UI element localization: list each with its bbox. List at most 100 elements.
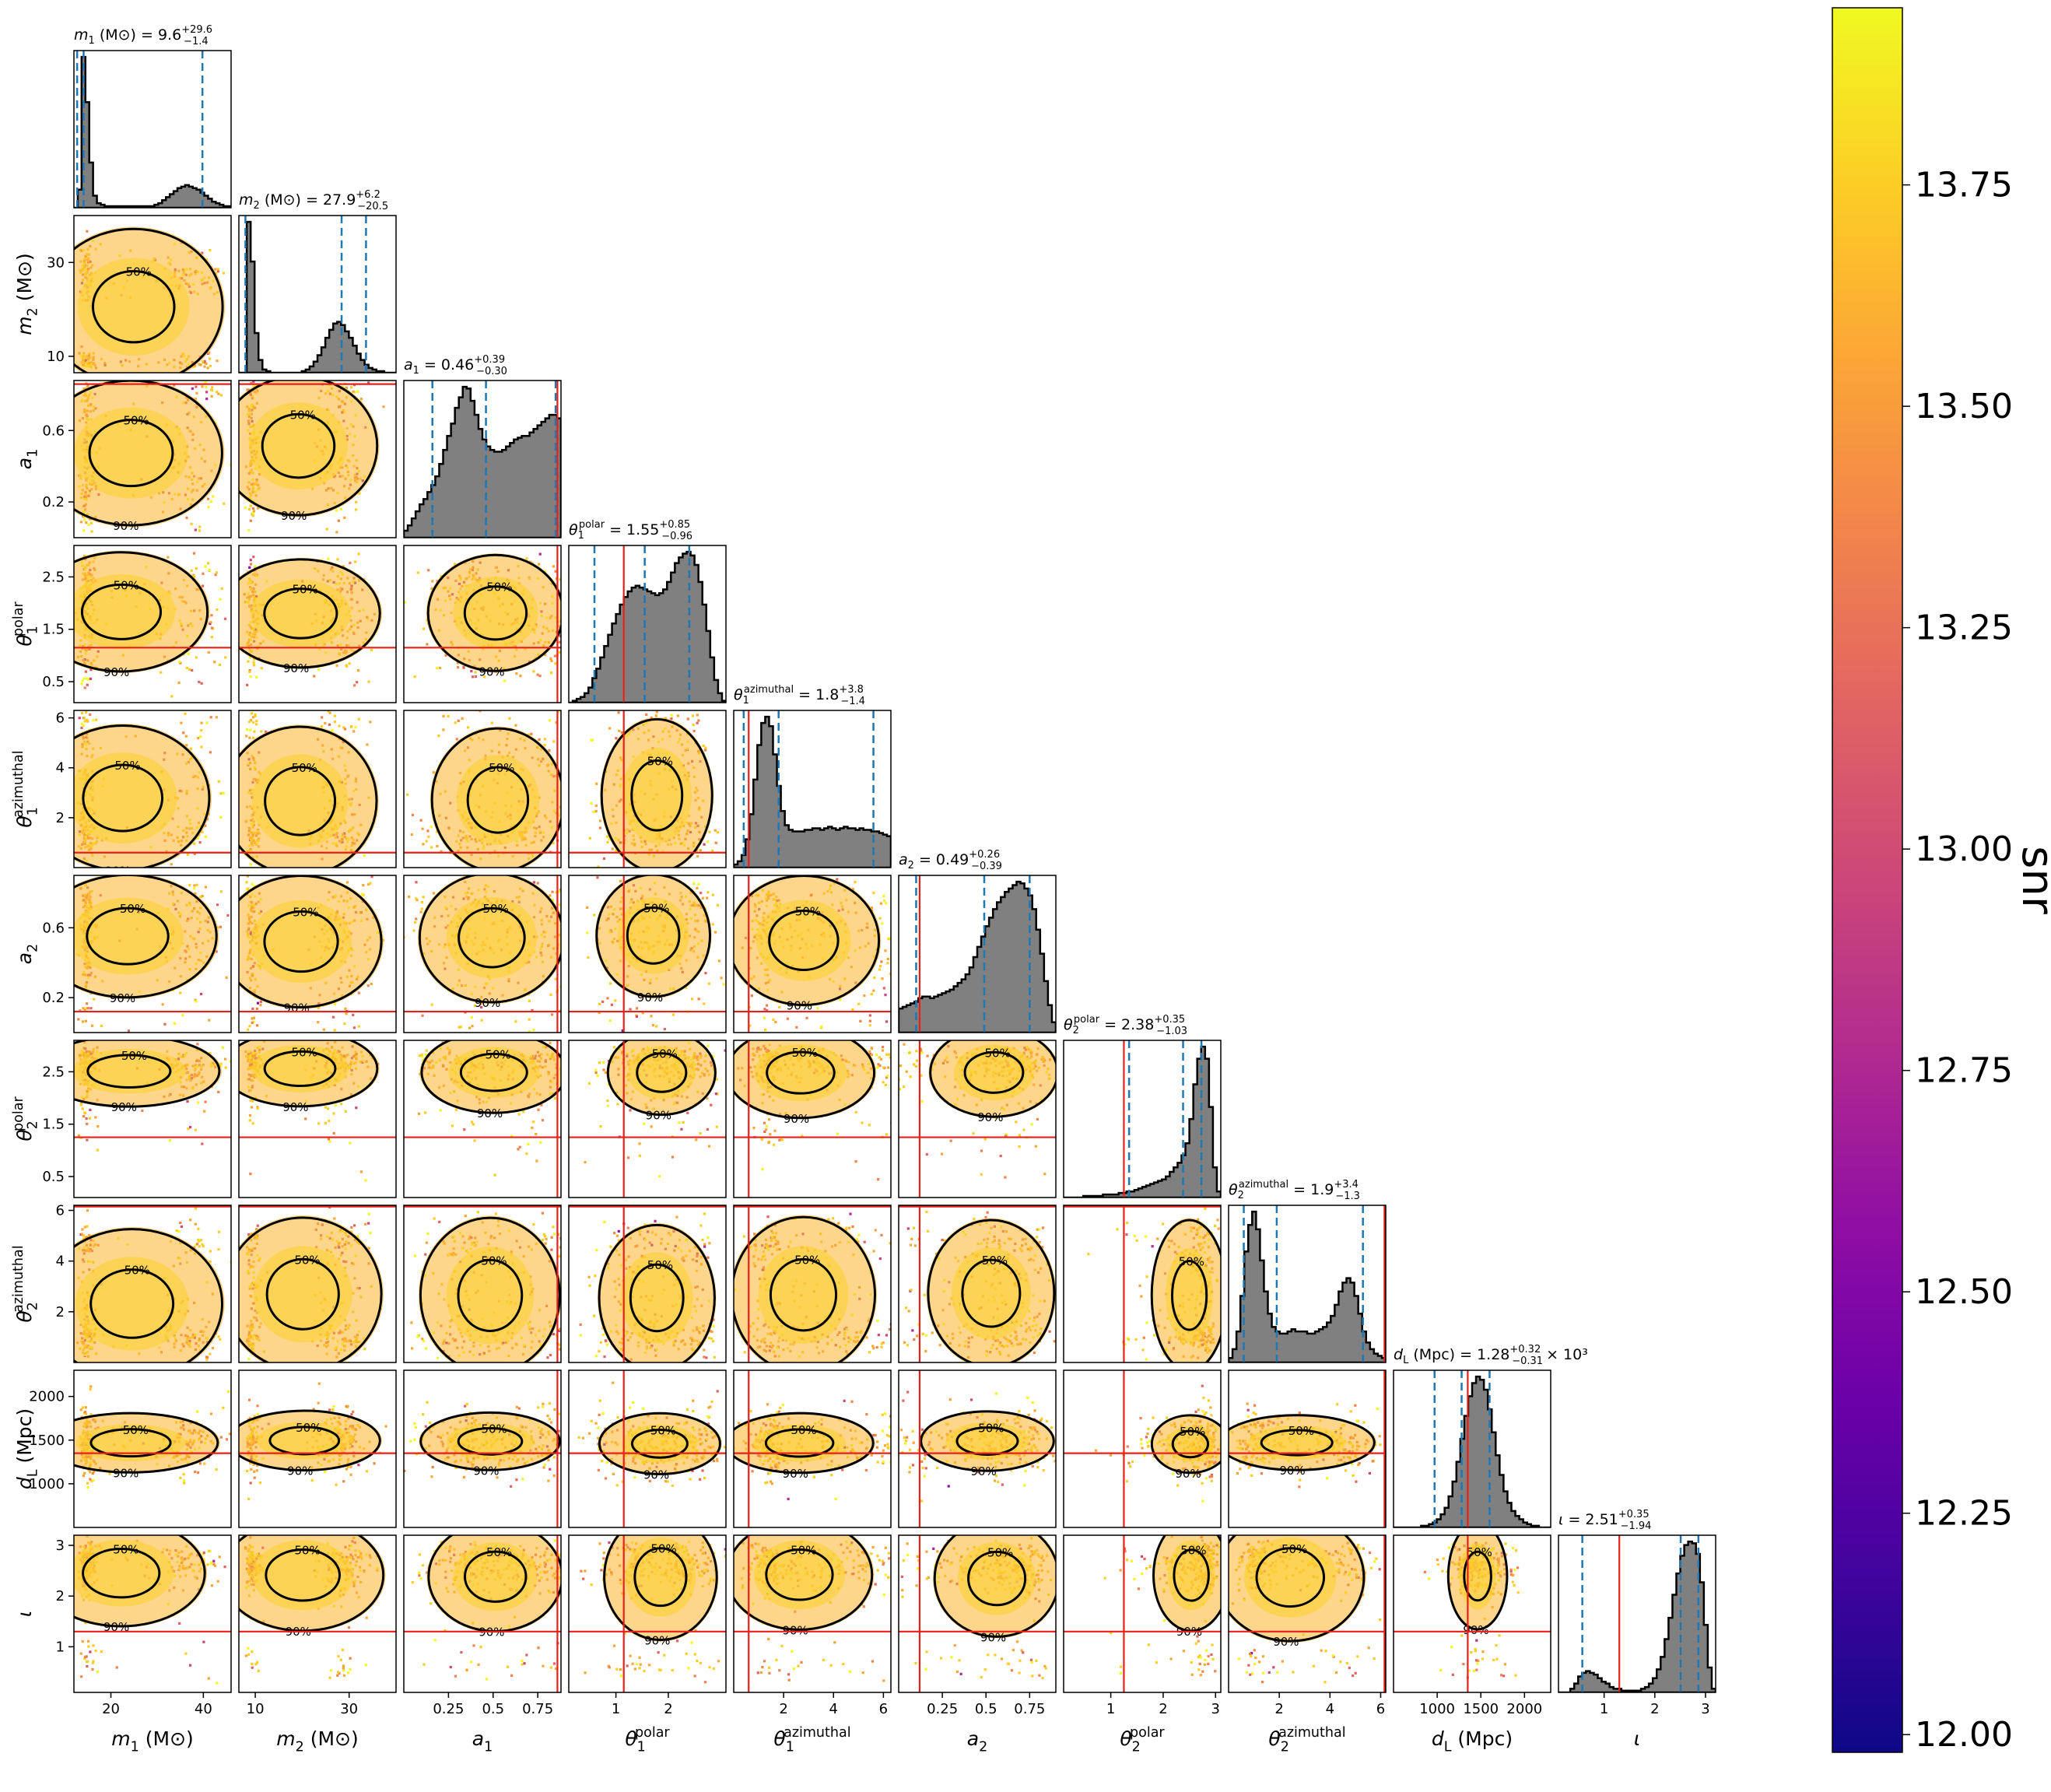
sample-point [878,917,882,920]
sample-point [357,991,360,994]
sample-point [184,735,188,738]
contour-label-50: 50% [123,414,149,428]
sample-point [93,998,96,1001]
scatter-panel-m2-vs-theta2_polar: 50%90% [238,1040,397,1198]
sample-point [458,1026,461,1029]
sample-point [357,717,360,721]
sample-point [651,1023,655,1027]
y-tick-label: 0.2 [42,494,65,510]
sample-point [317,1021,320,1024]
sample-point [191,387,194,390]
sample-point [851,888,855,891]
contour-label-90: 90% [481,865,507,879]
sample-point [209,1051,212,1055]
sample-point [247,528,251,532]
sample-point [194,892,197,895]
sample-point [430,1003,433,1006]
sample-point [562,627,564,629]
sample-point [204,885,208,889]
sample-point [224,656,227,659]
sample-point [594,809,598,813]
sample-point [555,721,558,724]
sample-point [204,565,207,568]
sample-point [196,836,199,840]
sample-point [173,1022,177,1025]
sample-point [548,749,551,752]
sample-point [708,830,711,833]
sample-point [881,977,884,980]
sample-point [538,738,541,742]
sample-point [696,714,699,717]
hist-title-m1: m1 (M⊙) = 9.6+29.6 −1.4 [74,24,212,47]
sample-point [429,826,433,829]
sample-point [247,507,251,511]
sample-point [442,714,445,717]
sample-point [327,1107,330,1110]
y-axis-label-theta2_polar: θ2polar [11,1096,41,1141]
sample-point [538,563,541,566]
sample-point [598,826,602,829]
sample-point [531,1008,534,1012]
sample-point [205,721,209,724]
sample-point [199,992,203,996]
sample-point [696,854,699,858]
sample-point [535,1159,538,1163]
scatter-panel-theta1_azimuthal-vs-a2: 50%90% [733,875,892,1033]
sample-point [219,1062,223,1065]
sample-point [419,819,422,822]
contour-90 [595,875,712,998]
sample-point [525,1152,528,1156]
histogram-bars [239,220,396,373]
sample-point [195,567,198,570]
sample-point [420,900,424,904]
panel-frame [568,545,727,703]
sample-point [217,392,220,395]
contour-label-50: 50% [293,905,318,919]
sample-point [554,570,557,573]
sample-point [253,730,256,733]
sample-point [370,875,373,878]
sample-point [438,666,441,670]
sample-point [352,730,356,733]
sample-point [80,711,83,715]
sample-point [208,1019,211,1022]
sample-point [786,1017,790,1020]
contour-label-90: 90% [283,1001,309,1015]
sample-point [255,720,258,723]
sample-point [535,1132,538,1136]
sample-point [413,675,416,679]
sample-point [714,841,717,844]
sample-point [483,675,486,679]
sample-point [417,1112,421,1115]
y-tick-label: 0.6 [42,423,65,439]
sample-point [548,719,552,722]
sample-point [251,1017,254,1020]
sample-point [193,842,196,845]
sample-point [868,1014,871,1017]
y-tick-label: 0.5 [42,1169,65,1185]
sample-point [304,1117,307,1120]
y-tick-label: 0.2 [42,990,65,1006]
sample-point [225,976,228,980]
sample-point [870,906,874,910]
sample-point [471,1120,474,1124]
hist-title-a1: a1 = 0.46+0.39 −0.30 [404,354,507,377]
sample-point [185,516,188,520]
sample-point [193,884,196,887]
sample-point [201,895,204,898]
sample-point [606,997,609,1000]
sample-point [85,1007,88,1010]
sample-point [479,1002,482,1005]
panel-frame [73,875,232,1033]
sample-point [203,1110,206,1113]
sample-point [537,1108,540,1111]
sample-point [82,677,86,680]
sample-point [209,364,212,368]
sample-point [859,1019,862,1023]
sample-point [205,362,208,366]
sample-point [370,982,373,986]
sample-point [763,1016,766,1020]
sample-point [635,1015,639,1018]
sample-point [249,563,253,566]
